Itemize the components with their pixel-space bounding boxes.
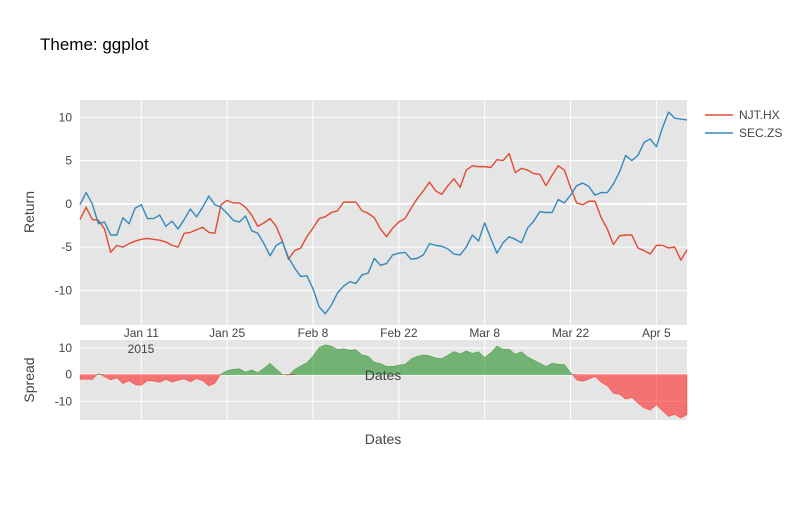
spread-areas bbox=[79, 344, 688, 419]
top-panel-x-axis-title: Dates bbox=[365, 367, 402, 383]
legend-label: SEC.ZS bbox=[739, 126, 782, 140]
series-line-sec-zs bbox=[79, 111, 688, 315]
chart-title: Theme: ggplot bbox=[40, 35, 149, 54]
legend-item-sec-zs[interactable]: SEC.ZS bbox=[705, 126, 782, 140]
x-tick-label: Feb 22 bbox=[380, 326, 418, 340]
bottom-panel-x-axis-title: Dates bbox=[365, 431, 402, 447]
top-panel-grid bbox=[80, 100, 687, 325]
legend[interactable]: NJT.HX SEC.ZS bbox=[705, 108, 782, 140]
bottom-y-axis-title: Spread bbox=[21, 357, 37, 402]
top-panel-background bbox=[80, 100, 687, 325]
x-axis-year-label: 2015 bbox=[128, 342, 155, 356]
series-lines bbox=[79, 111, 688, 315]
spread-negative-area bbox=[79, 374, 688, 419]
bottom-y-tick-label: -10 bbox=[55, 394, 73, 408]
legend-label: NJT.HX bbox=[739, 108, 780, 122]
x-tick-label: Mar 22 bbox=[552, 326, 590, 340]
top-y-axis-ticks: -10 -5 0 5 10 bbox=[55, 110, 73, 297]
top-y-tick-label: 5 bbox=[65, 154, 72, 168]
x-tick-label: Jan 11 bbox=[124, 326, 159, 340]
x-tick-label: Mar 8 bbox=[469, 326, 500, 340]
series-line-njt-hx bbox=[79, 152, 688, 261]
top-y-tick-label: 10 bbox=[59, 110, 73, 124]
legend-item-njt-hx[interactable]: NJT.HX bbox=[705, 108, 780, 122]
x-tick-label: Jan 25 bbox=[209, 326, 245, 340]
x-tick-label: Apr 5 bbox=[642, 326, 671, 340]
bottom-y-axis-ticks: -10 0 10 bbox=[55, 341, 73, 408]
x-axis-ticks: Jan 11 Jan 25 Feb 8 Feb 22 Mar 8 Mar 22 Apr 5 bbox=[124, 326, 671, 340]
bottom-y-tick-label: 10 bbox=[59, 341, 73, 355]
top-y-axis-title: Return bbox=[21, 191, 37, 233]
top-y-tick-label: -5 bbox=[61, 240, 72, 254]
bottom-y-tick-label: 0 bbox=[65, 368, 72, 382]
top-y-tick-label: -10 bbox=[55, 283, 73, 297]
x-tick-label: Feb 8 bbox=[298, 326, 329, 340]
top-y-tick-label: 0 bbox=[65, 197, 72, 211]
